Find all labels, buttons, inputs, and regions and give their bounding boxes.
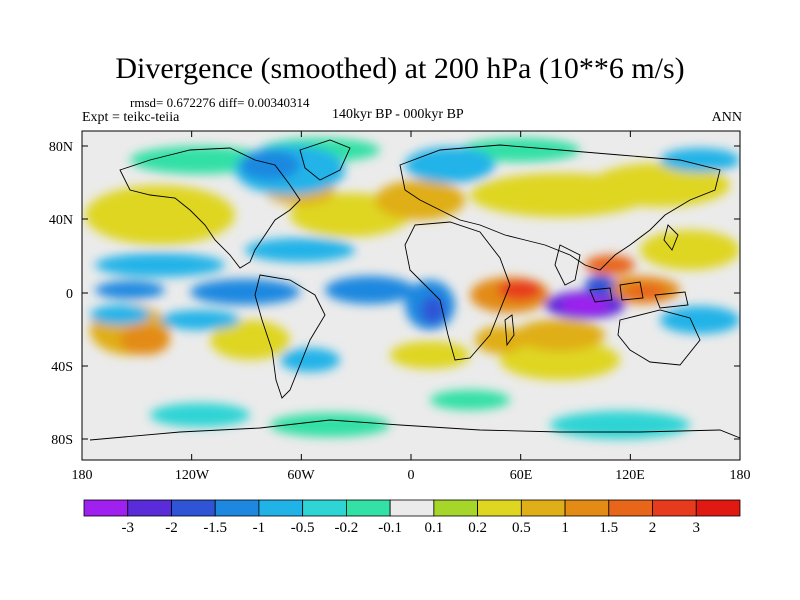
lon-tick-label: 180	[729, 468, 751, 483]
colorbar-label: -0.1	[378, 520, 402, 536]
colorbar-swatch	[520, 499, 566, 517]
colorbar-swatch	[477, 499, 522, 517]
lat-tick-label: 80N	[48, 140, 73, 155]
colorbar-label: 3	[692, 520, 701, 536]
lon-tick-label: 0	[407, 468, 415, 483]
colorbar-swatch	[433, 499, 479, 517]
colorbar-label: -1.5	[203, 520, 228, 536]
stats-text: rmsd= 0.672276 diff= 0.00340314	[130, 95, 310, 110]
experiment-label: Expt = teikc-teiia	[82, 110, 180, 125]
colorbar-label: -3	[121, 520, 134, 536]
lon-tick-label: 60E	[509, 468, 533, 483]
colorbar-swatch	[389, 499, 435, 517]
colorbar-swatch	[695, 499, 741, 517]
lat-tick-label: 40N	[48, 213, 73, 228]
colorbar-swatch	[564, 499, 610, 517]
colorbar-label: 1.5	[599, 520, 619, 536]
colorbar-swatch	[258, 499, 304, 517]
colorbar-swatch	[652, 499, 697, 517]
lon-tick-label: 180	[71, 468, 93, 483]
colorbar-label: 0.1	[424, 520, 444, 536]
colorbar-swatch	[171, 499, 216, 517]
colorbar-swatch	[302, 499, 347, 517]
lon-tick-label: 60W	[287, 468, 315, 483]
coastlines	[89, 139, 740, 441]
colorbar-swatch	[608, 499, 653, 517]
colorbar-label: 0.5	[511, 520, 531, 536]
colorbar-swatch	[345, 499, 391, 517]
lat-tick-label: 0	[66, 287, 73, 302]
colorbar-label: -0.2	[334, 520, 359, 536]
season-label: ANN	[711, 110, 742, 125]
colorbar-label: 0.2	[468, 520, 487, 536]
colorbar-swatch	[214, 499, 260, 517]
colorbar-label: -2	[165, 520, 178, 536]
axis-ticks	[81, 131, 741, 460]
lon-tick-label: 120W	[174, 468, 210, 483]
colorbar-label: 2	[648, 520, 657, 536]
colorbar-label: 1	[561, 520, 569, 536]
plot-title: Divergence (smoothed) at 200 hPa (10**6 …	[115, 52, 685, 85]
colorbar-label: -1	[252, 520, 266, 536]
colorbar	[83, 499, 741, 517]
lat-tick-label: 80S	[51, 433, 73, 448]
lon-tick-label: 120E	[615, 468, 645, 483]
colorbar-swatch	[83, 499, 129, 517]
colorbar-label: -0.5	[290, 520, 315, 536]
colorbar-swatch	[127, 499, 172, 517]
period-label: 140kyr BP - 000kyr BP	[332, 107, 464, 122]
lat-tick-label: 40S	[51, 360, 73, 375]
